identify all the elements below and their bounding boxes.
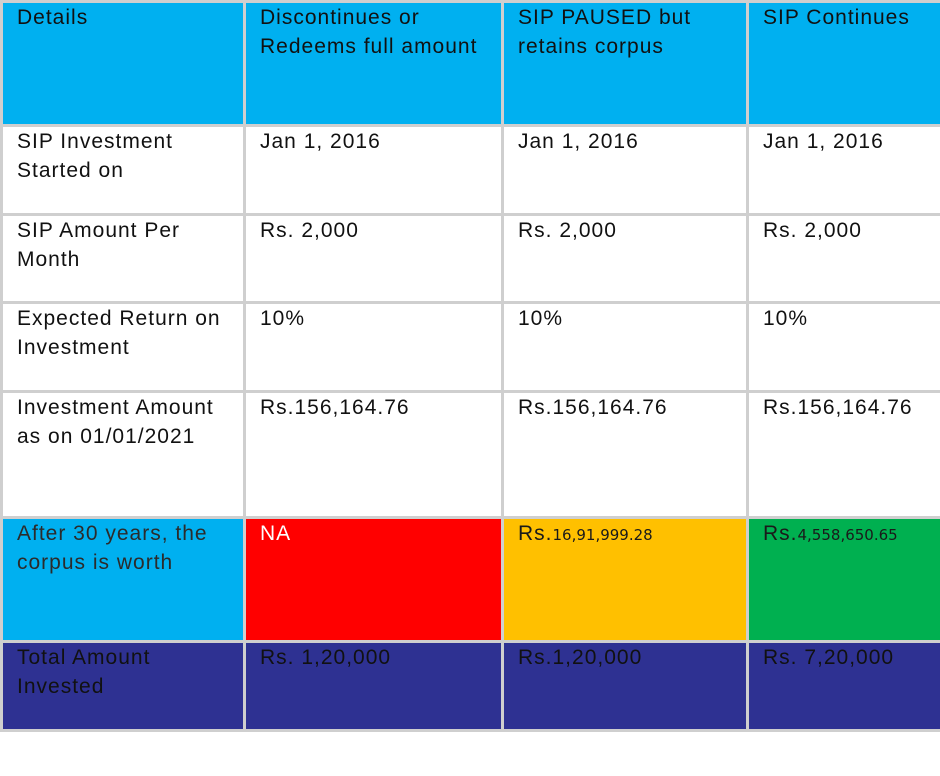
table-header-row: Details Discontinues or Redeems full amo… [0, 0, 940, 128]
cell-return-paused: 10% [501, 301, 749, 393]
table-row-started: SIP Investment Started on Jan 1, 2016 Ja… [0, 124, 940, 216]
header-discontinues: Discontinues or Redeems full amount [243, 0, 504, 128]
table-row-corpus: After 30 years, the corpus is worth NA R… [0, 516, 940, 644]
cell-total-discontinues: Rs. 1,20,000 [243, 640, 504, 732]
row-label-investment: Investment Amount as on 01/01/2021 [0, 389, 246, 520]
header-continues: SIP Continues [746, 0, 940, 128]
header-details: Details [0, 0, 246, 128]
cell-investment-discontinues: Rs.156,164.76 [243, 389, 504, 520]
cell-total-paused: Rs.1,20,000 [501, 640, 749, 732]
cell-return-continues: 10% [746, 301, 940, 393]
cell-amount-continues: Rs. 2,000 [746, 212, 940, 305]
cell-total-continues: Rs. 7,20,000 [746, 640, 940, 732]
cell-corpus-continues: Rs.4,558,650.65 [746, 516, 940, 644]
corpus-paused-prefix: Rs. [518, 522, 553, 546]
cell-return-discontinues: 10% [243, 301, 504, 393]
cell-corpus-paused: Rs.16,91,999.28 [501, 516, 749, 644]
row-label-return: Expected Return on Investment [0, 301, 246, 393]
corpus-continues-prefix: Rs. [763, 522, 798, 546]
corpus-continues-value: 4,558,650.65 [797, 526, 898, 545]
cell-investment-continues: Rs.156,164.76 [746, 389, 940, 520]
row-label-total: Total Amount Invested [0, 640, 246, 732]
row-label-corpus: After 30 years, the corpus is worth [0, 516, 246, 644]
row-label-amount: SIP Amount Per Month [0, 212, 246, 305]
header-paused: SIP PAUSED but retains corpus [501, 0, 749, 128]
cell-started-continues: Jan 1, 2016 [746, 124, 940, 216]
cell-started-discontinues: Jan 1, 2016 [243, 124, 504, 216]
sip-comparison-table-wrapper: Details Discontinues or Redeems full amo… [0, 0, 940, 732]
table-row-amount: SIP Amount Per Month Rs. 2,000 Rs. 2,000… [0, 212, 940, 305]
cell-investment-paused: Rs.156,164.76 [501, 389, 749, 520]
cell-amount-paused: Rs. 2,000 [501, 212, 749, 305]
table-row-total: Total Amount Invested Rs. 1,20,000 Rs.1,… [0, 640, 940, 732]
row-label-started: SIP Investment Started on [0, 124, 246, 216]
cell-corpus-discontinues: NA [243, 516, 504, 644]
cell-amount-discontinues: Rs. 2,000 [243, 212, 504, 305]
table-row-return: Expected Return on Investment 10% 10% 10… [0, 301, 940, 393]
table-row-investment: Investment Amount as on 01/01/2021 Rs.15… [0, 389, 940, 520]
corpus-paused-value: 16,91,999.28 [552, 526, 653, 545]
sip-comparison-table: Details Discontinues or Redeems full amo… [0, 0, 940, 732]
cell-started-paused: Jan 1, 2016 [501, 124, 749, 216]
